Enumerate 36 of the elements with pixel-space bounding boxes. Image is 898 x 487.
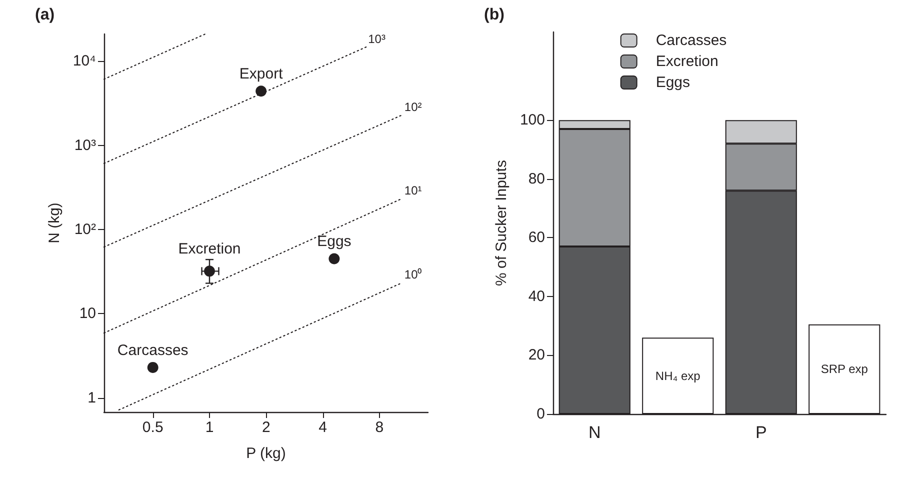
y-tick-label: 60	[528, 229, 545, 246]
legend-label: Excretion	[656, 53, 718, 70]
y-tick-label: 1	[88, 389, 96, 406]
data-label: SRP exp	[820, 362, 868, 376]
x-tick-label: 1	[205, 419, 214, 436]
series-label: Eggs	[317, 233, 352, 250]
y-tick-label: 40	[528, 288, 545, 305]
x-tick-label: 4	[318, 419, 327, 436]
series-label: Excretion	[178, 240, 241, 258]
y-tick-label: 10⁴	[72, 52, 96, 70]
y-axis-title: % of Sucker Inputs	[493, 160, 510, 286]
series-label: Export	[239, 66, 284, 83]
legend-label: Carcasses	[656, 32, 727, 49]
y-tick-label: 100	[520, 112, 545, 129]
data-label: NH₄ exp	[655, 368, 701, 383]
x-tick-label: 0.5	[142, 419, 164, 436]
chart-title: (b)	[484, 6, 504, 24]
x-tick-label: 8	[375, 419, 384, 436]
x-tick-label: 2	[262, 419, 270, 436]
series-label: 10⁰	[404, 268, 422, 282]
x-axis-title: P (kg)	[246, 445, 286, 462]
y-tick-label: 80	[528, 170, 545, 188]
series-label: 10³	[368, 32, 386, 46]
y-tick-label: 10³	[74, 136, 96, 154]
x-tick-label: P	[755, 423, 767, 442]
x-tick-label: N	[588, 423, 601, 442]
series-label: Carcasses	[117, 342, 188, 359]
y-tick-label: 20	[528, 346, 545, 364]
series-label: 10²	[404, 100, 422, 114]
y-tick-label: 10²	[74, 221, 96, 238]
y-tick-label: 0	[536, 406, 545, 422]
legend-label: Eggs	[656, 74, 690, 91]
chart-title: (a)	[35, 6, 55, 24]
y-tick-label: 10	[79, 305, 96, 322]
series-label: 10¹	[404, 183, 422, 198]
y-axis-title: N (kg)	[46, 202, 63, 244]
